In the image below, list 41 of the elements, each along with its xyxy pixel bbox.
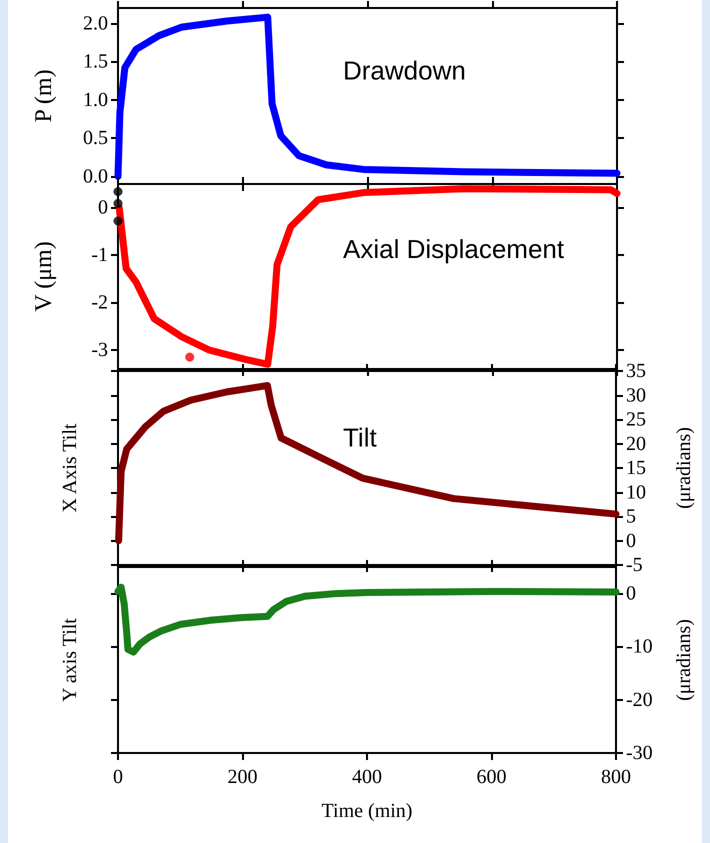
y2-tick-label: 35: [626, 360, 646, 382]
y2-tick-label: 25: [626, 408, 646, 430]
y-tick-label: -1: [91, 244, 108, 266]
y-axis-title: Y axis Tilt: [59, 618, 81, 702]
y2-tick-label: -5: [626, 554, 643, 576]
y2-tick-label: 20: [626, 432, 646, 455]
y-tick-label: 2.0: [83, 12, 108, 34]
x-axis-title: Time (min): [322, 800, 412, 822]
x-tick-label: 0: [113, 766, 123, 788]
y2-tick-label: -20: [626, 688, 653, 711]
x-tick-label: 400: [352, 766, 382, 788]
y-axis-title: P (m): [31, 69, 57, 123]
point: [114, 216, 122, 226]
x-tick-label: 600: [476, 766, 506, 788]
x-tick-label: 200: [228, 766, 258, 788]
y-axis-title: X Axis Tilt: [59, 423, 81, 512]
y2-tick-label: -10: [626, 636, 653, 658]
y2-tick-label: -30: [626, 742, 653, 764]
y-tick-label: 0.5: [83, 127, 108, 150]
x-tick-label: 800: [601, 766, 631, 788]
point: [114, 187, 122, 196]
y2-tick-label: 5: [626, 506, 636, 528]
annotation: Tilt: [343, 422, 378, 452]
annotation: Drawdown: [343, 55, 466, 86]
y-tick-label: -3: [91, 339, 108, 362]
y2-tick-label: 15: [626, 457, 646, 479]
y-tick-label: 0: [98, 196, 108, 219]
y-tick-label: -2: [91, 292, 108, 314]
y-tick-label: 0.0: [83, 165, 108, 188]
y-axis-title: V (μm): [31, 241, 57, 312]
point: [114, 198, 122, 208]
y2-tick-label: 30: [626, 384, 646, 406]
y2-tick-label: 0: [626, 530, 636, 552]
y-tick-label: 1.0: [83, 88, 108, 111]
y2-tick-label: 10: [626, 481, 646, 504]
annotation: Axial Displacement: [343, 234, 565, 264]
y2-tick-label: 0: [626, 582, 636, 605]
y-tick-label: 1.5: [83, 50, 108, 73]
y2-axis-title: (μradians): [673, 619, 695, 701]
y2-axis-title: (μradians): [673, 427, 695, 509]
point: [185, 352, 194, 362]
